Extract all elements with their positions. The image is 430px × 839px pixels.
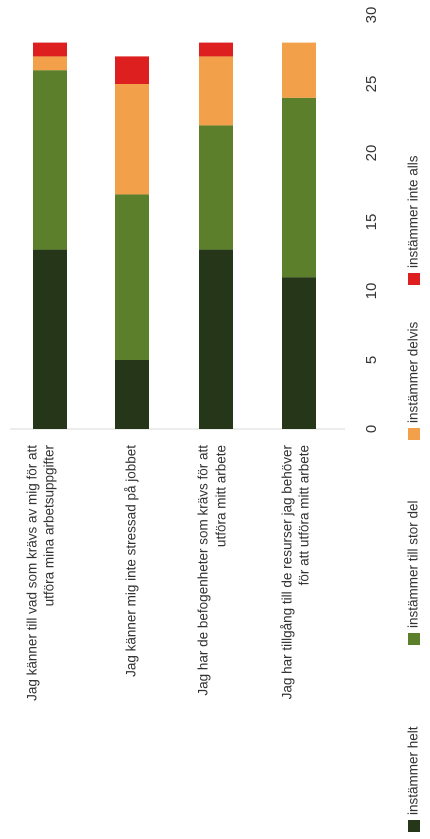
tick-label-3: 15 — [363, 214, 380, 231]
legend-label-3: instämmer delvis — [406, 321, 421, 423]
bar-segment-2-series-3 — [115, 84, 149, 195]
bar-segment-2-series-1 — [115, 360, 149, 429]
category-label-3-line-1: Jag har de befogenheter som krävs för at… — [196, 445, 211, 696]
bar-segment-1-series-4 — [33, 42, 67, 57]
category-label-4-line-2: för att utföra mitt arbete — [297, 445, 312, 585]
bar-segment-1-series-3 — [33, 56, 67, 71]
bar-segment-3-series-1 — [199, 249, 233, 429]
tick-label-0: 0 — [363, 425, 380, 433]
bar-segment-4-series-3 — [282, 42, 316, 98]
tick-label-6: 30 — [363, 7, 380, 24]
legend-label-4: instämmer inte alls — [406, 155, 421, 268]
bar-segment-4-series-2 — [282, 97, 316, 278]
tick-label-2: 10 — [363, 283, 380, 300]
bar-segment-3-series-2 — [199, 125, 233, 250]
legend-swatch-1 — [408, 820, 420, 832]
bar-segment-2-series-2 — [115, 194, 149, 360]
legend-label-1: instämmer helt — [406, 726, 421, 815]
tick-label-1: 5 — [363, 356, 380, 364]
category-label-1-line-1: Jag känner till vad som krävs av mig för… — [25, 445, 40, 701]
tick-label-5: 25 — [363, 76, 380, 93]
bar-segment-3-series-3 — [199, 56, 233, 126]
bar-segment-3-series-4 — [199, 42, 233, 57]
tick-label-4: 20 — [363, 145, 380, 162]
category-label-3-line-2: utföra mitt arbete — [214, 445, 229, 547]
bar-segment-2-series-4 — [115, 56, 149, 84]
legend-swatch-3 — [408, 428, 420, 440]
category-labels: Jag känner till vad som krävs av mig för… — [25, 444, 312, 700]
category-label-2-line-1: Jag känner mig inte stressad på jobbet — [124, 445, 139, 677]
legend-label-2: instämmer till stor del — [406, 500, 421, 628]
bar-segment-1-series-2 — [33, 70, 67, 250]
bar-segment-4-series-1 — [282, 277, 316, 429]
category-label-4-line-1: Jag har tillgång till de resurser jag be… — [280, 444, 295, 699]
legend-swatch-4 — [408, 273, 420, 285]
category-label-1-line-2: utföra mina arbetsuppgifter — [42, 444, 57, 606]
bar-segments — [33, 42, 316, 429]
bar-segment-1-series-1 — [33, 249, 67, 429]
legend-swatch-2 — [408, 633, 420, 645]
value-axis-tick-labels: 0 5 10 15 20 25 30 — [363, 7, 380, 434]
legend: instämmer helt instämmer till stor del ins… — [406, 155, 421, 832]
